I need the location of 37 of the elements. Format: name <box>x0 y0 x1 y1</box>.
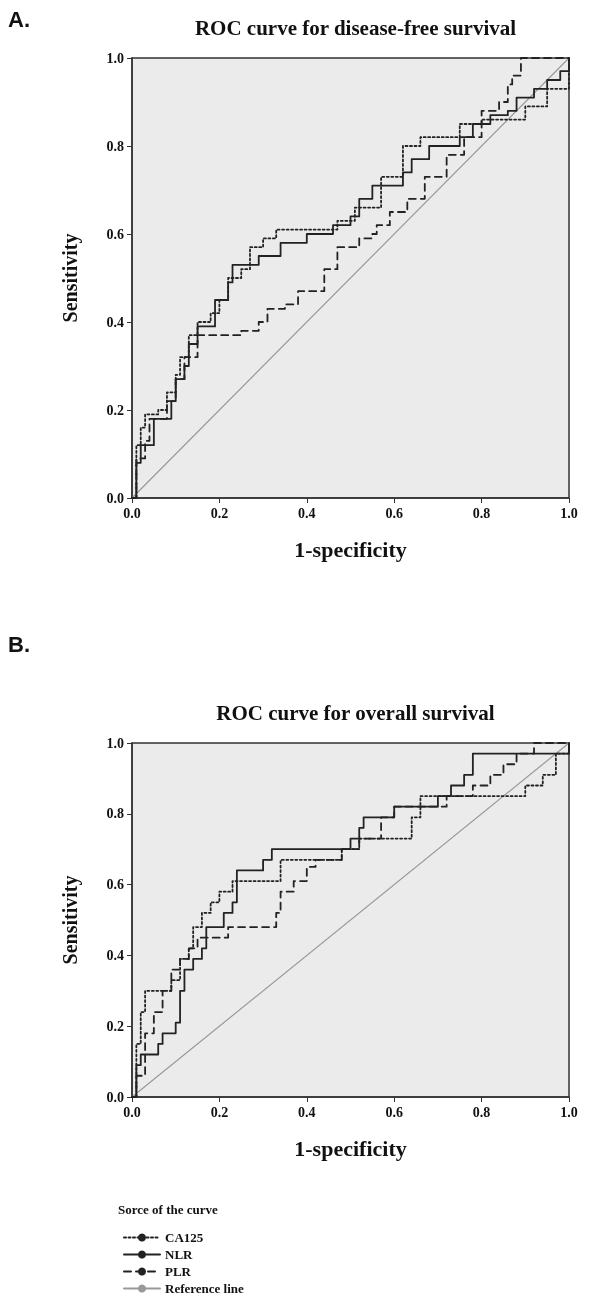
y-tick-label: 0.4 <box>106 947 124 963</box>
y-tick-label: 0.6 <box>106 226 124 242</box>
legend-label: Reference line <box>165 1281 245 1296</box>
x-tick-label: 0.8 <box>472 505 491 521</box>
x-tick-label: 0.4 <box>298 505 316 521</box>
y-tick-label: 0.4 <box>106 314 124 330</box>
y-tick-label: 0.8 <box>106 138 124 154</box>
y-axis-title: Sensitivity <box>59 233 82 323</box>
y-tick-label: 1.0 <box>106 50 124 66</box>
chart-title: ROC curve for disease-free survival <box>194 15 517 40</box>
legend-label: NLR <box>165 1247 194 1262</box>
y-tick-label: 0.8 <box>106 806 124 822</box>
y-tick-label: 0.2 <box>106 1018 124 1034</box>
x-tick-label: 0.2 <box>210 1104 229 1120</box>
legend-label: CA125 <box>165 1230 204 1245</box>
y-tick-label: 0.2 <box>106 402 124 418</box>
x-tick-label: 0.6 <box>385 505 403 521</box>
x-tick-label: 0.8 <box>472 1104 491 1120</box>
text: A. <box>8 6 30 32</box>
y-tick-label: 0.0 <box>106 1089 124 1105</box>
x-tick-label: 1.0 <box>560 1104 578 1120</box>
y-tick-label: 1.0 <box>106 735 124 751</box>
legend-label: PLR <box>165 1264 192 1279</box>
x-tick-label: 1.0 <box>560 505 578 521</box>
legend-title: Sorce of the curve <box>118 1202 218 1217</box>
y-axis-title: Sensitivity <box>59 875 82 965</box>
text: B. <box>8 631 30 657</box>
x-axis-title: 1-specificity <box>294 1135 407 1161</box>
x-tick-label: 0.0 <box>123 1104 141 1120</box>
y-tick-label: 0.0 <box>106 490 124 506</box>
chart-title: ROC curve for overall survival <box>216 700 495 725</box>
x-axis-title: 1-specificity <box>294 536 407 562</box>
x-tick-label: 0.2 <box>210 505 229 521</box>
x-tick-label: 0.0 <box>123 505 141 521</box>
x-tick-label: 0.4 <box>298 1104 316 1120</box>
x-tick-label: 0.6 <box>385 1104 403 1120</box>
y-tick-label: 0.6 <box>106 877 124 893</box>
